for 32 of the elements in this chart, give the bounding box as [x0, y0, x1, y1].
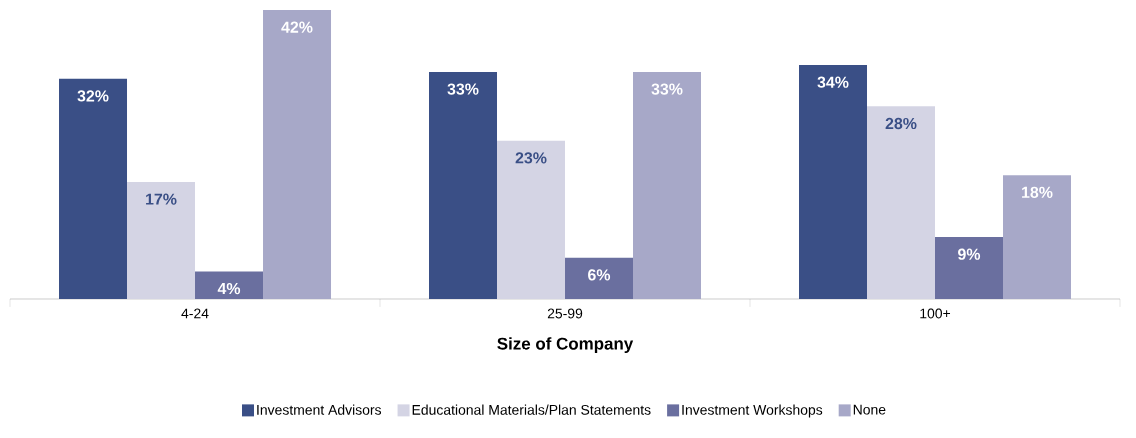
legend-label: None: [853, 404, 886, 415]
data-label: 28%: [885, 117, 917, 130]
legend-label: Educational Materials/Plan Statements: [412, 404, 651, 415]
data-label: 42%: [281, 21, 313, 33]
data-label: 33%: [651, 83, 683, 95]
bar: [565, 257, 634, 299]
x-tick-label: 4-24: [181, 308, 209, 319]
data-label: 33%: [447, 83, 479, 95]
x-axis-title: Size of Company: [497, 337, 634, 354]
bar: [59, 78, 128, 299]
data-label: 23%: [515, 152, 547, 164]
data-label: 18%: [1022, 186, 1053, 198]
bar: [799, 65, 868, 299]
data-label: 6%: [588, 269, 611, 281]
legend-label: Investment Advisors: [257, 404, 382, 415]
bar: [867, 106, 935, 299]
legend-label: Investment Workshops: [682, 404, 823, 418]
bar: [429, 71, 498, 299]
bar: [633, 71, 702, 299]
x-tick-label: 100+: [920, 308, 951, 319]
data-label: 4%: [217, 282, 241, 295]
bar: [497, 140, 566, 299]
bar: [127, 182, 196, 299]
data-label: 17%: [146, 193, 177, 205]
bar: [263, 9, 332, 299]
bar: [195, 271, 264, 299]
data-label: 32%: [77, 90, 109, 102]
bar: [1003, 175, 1071, 299]
x-tick-label: 25-99: [547, 308, 583, 319]
data-label: 34%: [817, 76, 849, 88]
bar: [935, 237, 1003, 299]
data-label: 9%: [958, 248, 981, 260]
